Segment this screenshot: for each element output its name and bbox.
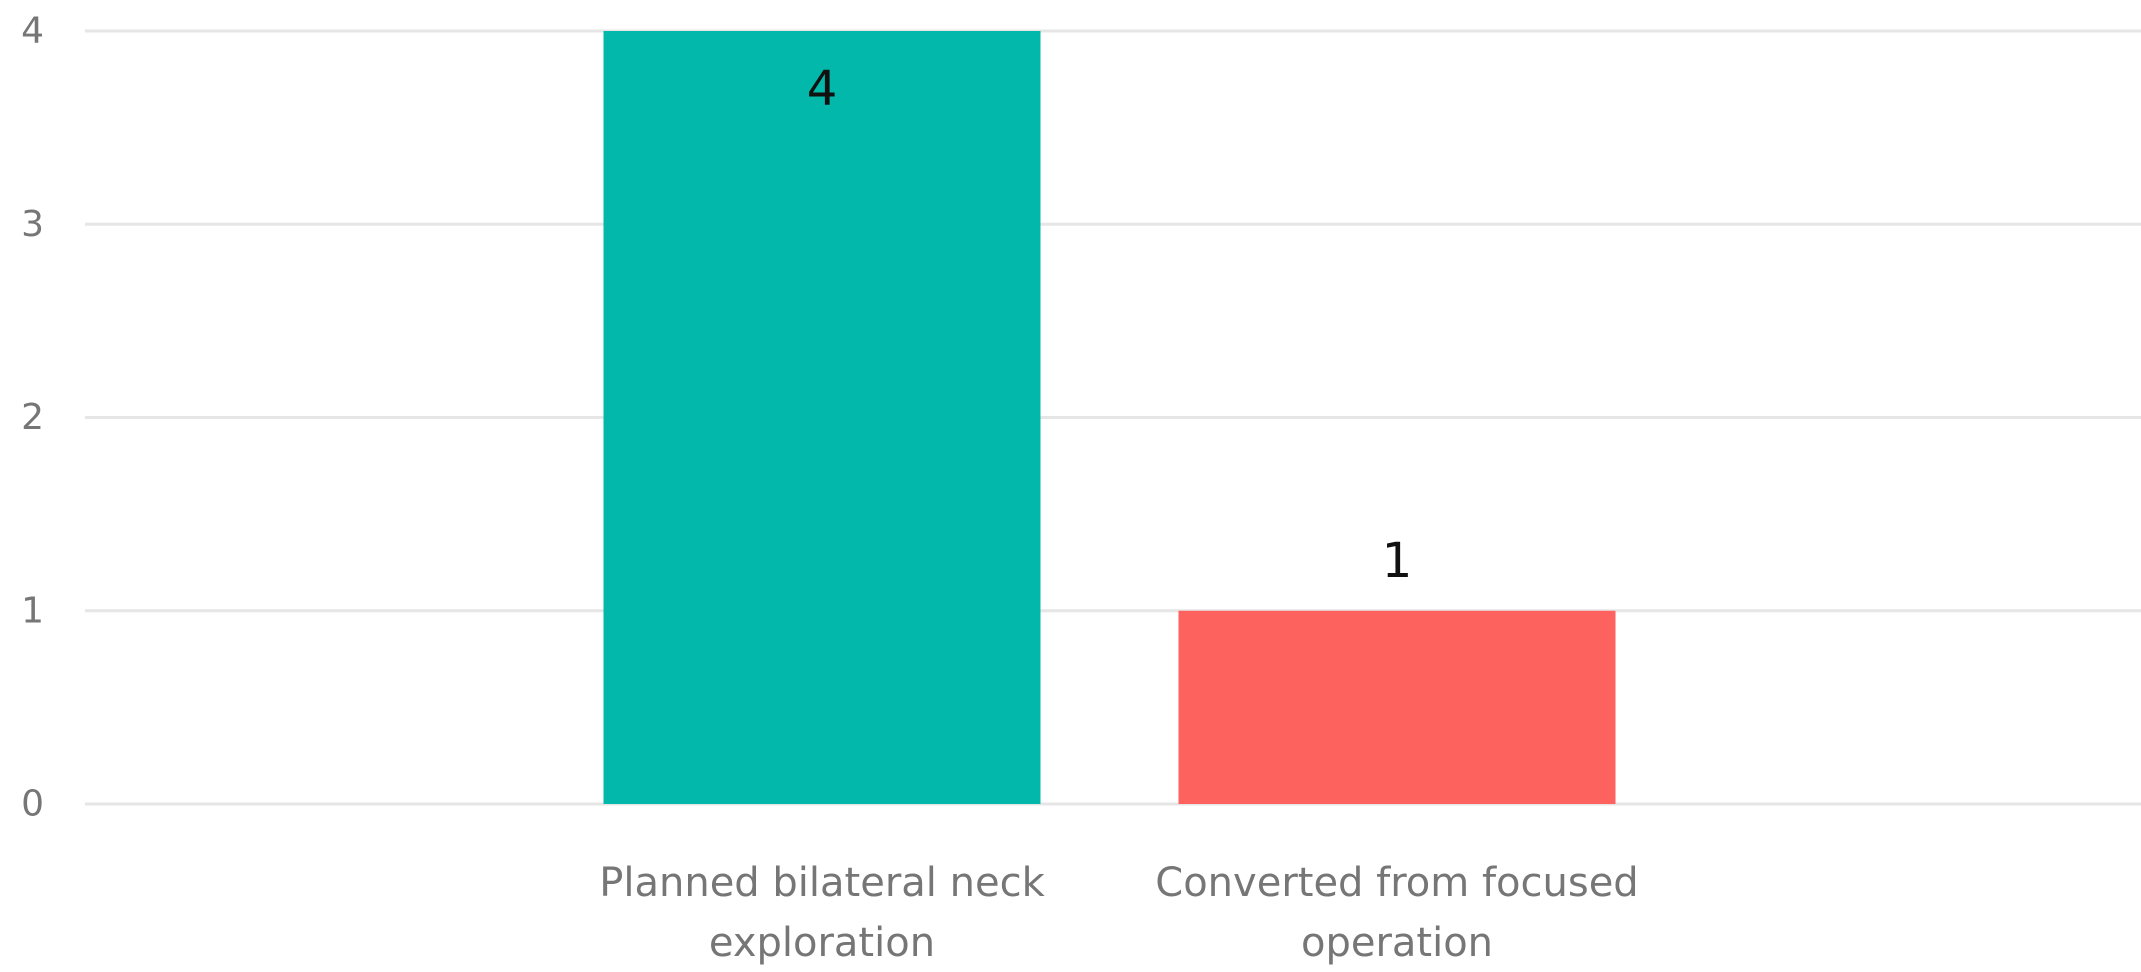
gridlines: [85, 29, 2141, 806]
bar-1: [603, 31, 1041, 804]
category-label-2: Converted from focused operation: [1155, 860, 1638, 966]
category-label-1-line-1: Planned bilateral neck: [599, 860, 1045, 906]
data-label-1: 4: [807, 61, 838, 117]
category-label-1-line-2: exploration: [709, 920, 935, 966]
bars: 41: [603, 31, 1616, 804]
x-axis: Planned bilateral neck exploration Convert…: [599, 860, 1638, 966]
bar-2: [1178, 610, 1616, 804]
y-axis: 0 1 2 3 4: [21, 11, 44, 825]
category-label-1: Planned bilateral neck exploration: [599, 860, 1045, 966]
y-tick-label-2: 2: [21, 397, 44, 438]
y-tick-label-4: 4: [21, 11, 44, 52]
category-label-2-line-2: operation: [1301, 920, 1493, 966]
data-label-2: 1: [1382, 533, 1413, 589]
y-tick-label-1: 1: [21, 590, 44, 631]
y-tick-label-3: 3: [21, 204, 44, 245]
category-label-2-line-1: Converted from focused: [1155, 860, 1638, 906]
y-tick-label-0: 0: [21, 784, 44, 825]
